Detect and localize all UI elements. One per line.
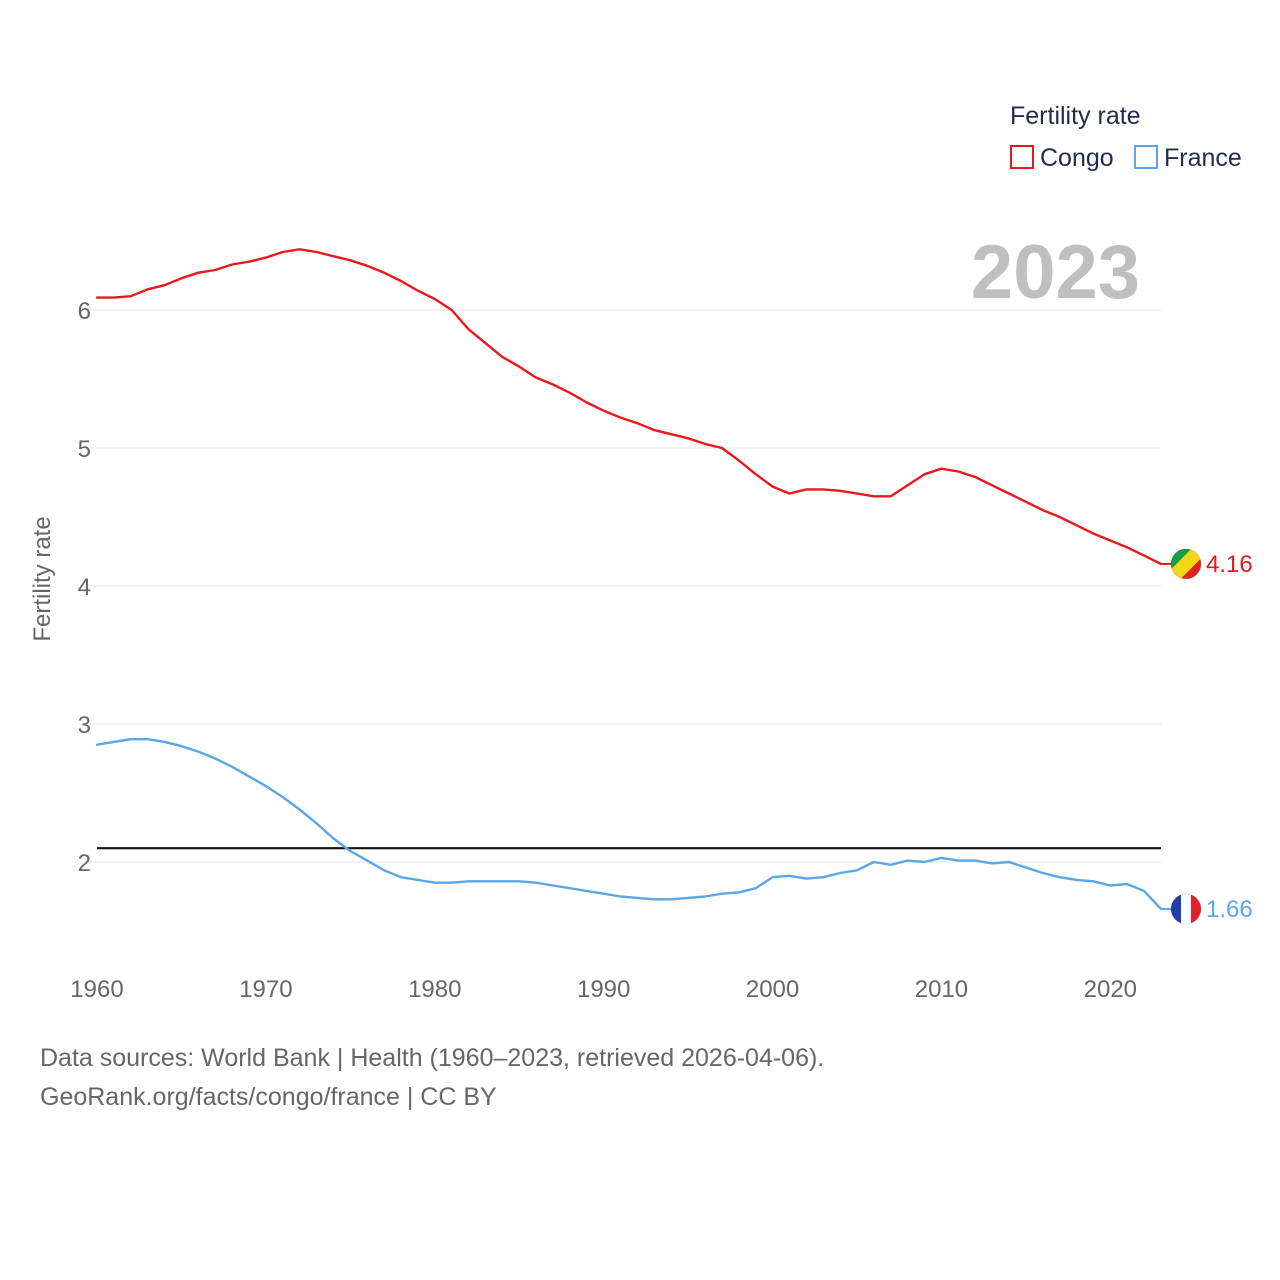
congo-flag-icon	[1170, 548, 1202, 580]
gridlines	[90, 309, 1161, 863]
flag-outline-france	[1170, 893, 1202, 925]
legend-swatch-france	[1134, 145, 1158, 169]
x-tick-label-2010: 2010	[915, 976, 968, 1003]
flag-outline-congo	[1170, 548, 1202, 580]
x-tick-label-2020: 2020	[1084, 976, 1137, 1003]
year-label: 2023	[971, 230, 1140, 315]
y-axis-title: Fertility rate	[29, 516, 56, 641]
flag-stripe-red	[1191, 893, 1201, 924]
series-line-congo	[95, 248, 1163, 566]
x-tick-label-1970: 1970	[239, 976, 292, 1003]
legend-item-congo[interactable]: Congo	[1010, 144, 1114, 172]
axes: 2 3 4 5 6 1960 1970 1980 1990 2000 2010 2020	[70, 298, 1137, 1003]
end-markers: 4.16 1.66	[1161, 548, 1253, 925]
footer-sources: Data sources: World Bank | Health (1960–…	[40, 1044, 825, 1072]
legend: Fertility rate Congo France	[1010, 102, 1242, 172]
series-line-france	[95, 738, 1163, 911]
end-label-congo: 4.16	[1206, 551, 1253, 578]
x-tick-label-1960: 1960	[70, 976, 123, 1003]
fertility-rate-chart: 2 3 4 5 6 1960 1970 1980 1990 2000 2010 2020 2023 4…	[29, 102, 1253, 1003]
legend-item-france[interactable]: France	[1134, 144, 1242, 172]
flag-stripe-blue	[1171, 893, 1181, 924]
y-tick-label-4: 4	[78, 574, 91, 601]
x-tick-label-1980: 1980	[408, 976, 461, 1003]
end-label-france: 1.66	[1206, 896, 1253, 923]
y-tick-label-5: 5	[78, 436, 91, 463]
footer-attribution[interactable]: GeoRank.org/facts/congo/france | CC BY	[40, 1083, 497, 1111]
y-tick-label-6: 6	[78, 298, 91, 325]
flag-fill-congo	[1171, 548, 1201, 579]
series-lines	[95, 248, 1163, 911]
flag-triangle-red	[1180, 558, 1201, 579]
legend-label-congo: Congo	[1040, 144, 1114, 172]
flag-fill-france	[1171, 893, 1201, 924]
flag-triangle-green	[1171, 548, 1192, 570]
legend-title: Fertility rate	[1010, 102, 1141, 130]
x-tick-label-1990: 1990	[577, 976, 630, 1003]
legend-swatch-congo	[1010, 145, 1034, 169]
legend-label-france: France	[1164, 144, 1242, 172]
x-tick-label-2000: 2000	[746, 976, 799, 1003]
france-flag-icon	[1170, 893, 1202, 925]
y-tick-label-2: 2	[78, 850, 91, 877]
y-tick-label-3: 3	[78, 712, 91, 739]
flag-stripe-white	[1181, 893, 1191, 924]
